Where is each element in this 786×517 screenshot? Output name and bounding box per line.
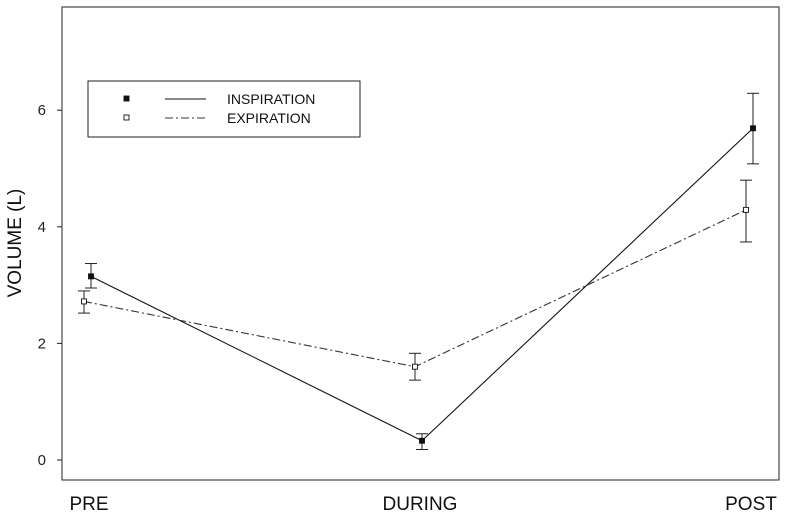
plot-frame — [61, 6, 780, 481]
y-axis: 0 2 4 6 — [38, 102, 62, 469]
series-1 — [78, 179, 752, 381]
y-axis-label: VOLUME (L) — [5, 189, 26, 298]
data-point-1-0 — [81, 298, 87, 305]
x-category-label-0: PRE — [69, 494, 108, 515]
data-point-0-0 — [88, 273, 94, 280]
series-line-1 — [83, 209, 747, 368]
y-tick-label-2: 4 — [38, 219, 46, 236]
y-tick-label-3: 6 — [38, 102, 46, 119]
y-tick-label-1: 2 — [38, 335, 46, 352]
legend: INSPIRATION EXPIRATION — [87, 80, 361, 138]
data-point-1-1 — [412, 363, 418, 370]
legend-label-0: INSPIRATION — [227, 91, 315, 107]
x-category-label-2: POST — [725, 494, 777, 515]
legend-marker-0 — [123, 95, 130, 102]
legend-label-1: EXPIRATION — [227, 110, 311, 126]
legend-marker-1 — [123, 114, 130, 121]
legend-box — [87, 80, 361, 138]
data-point-0-1 — [419, 437, 425, 444]
x-category-label-1: DURING — [383, 494, 458, 515]
series-layer — [78, 92, 759, 451]
data-point-0-2 — [750, 125, 756, 132]
x-axis: PRE DURING POST — [69, 494, 777, 515]
y-tick-label-0: 0 — [38, 452, 46, 469]
series-0 — [85, 92, 759, 451]
series-line-0 — [90, 127, 754, 442]
data-point-1-2 — [743, 206, 749, 213]
